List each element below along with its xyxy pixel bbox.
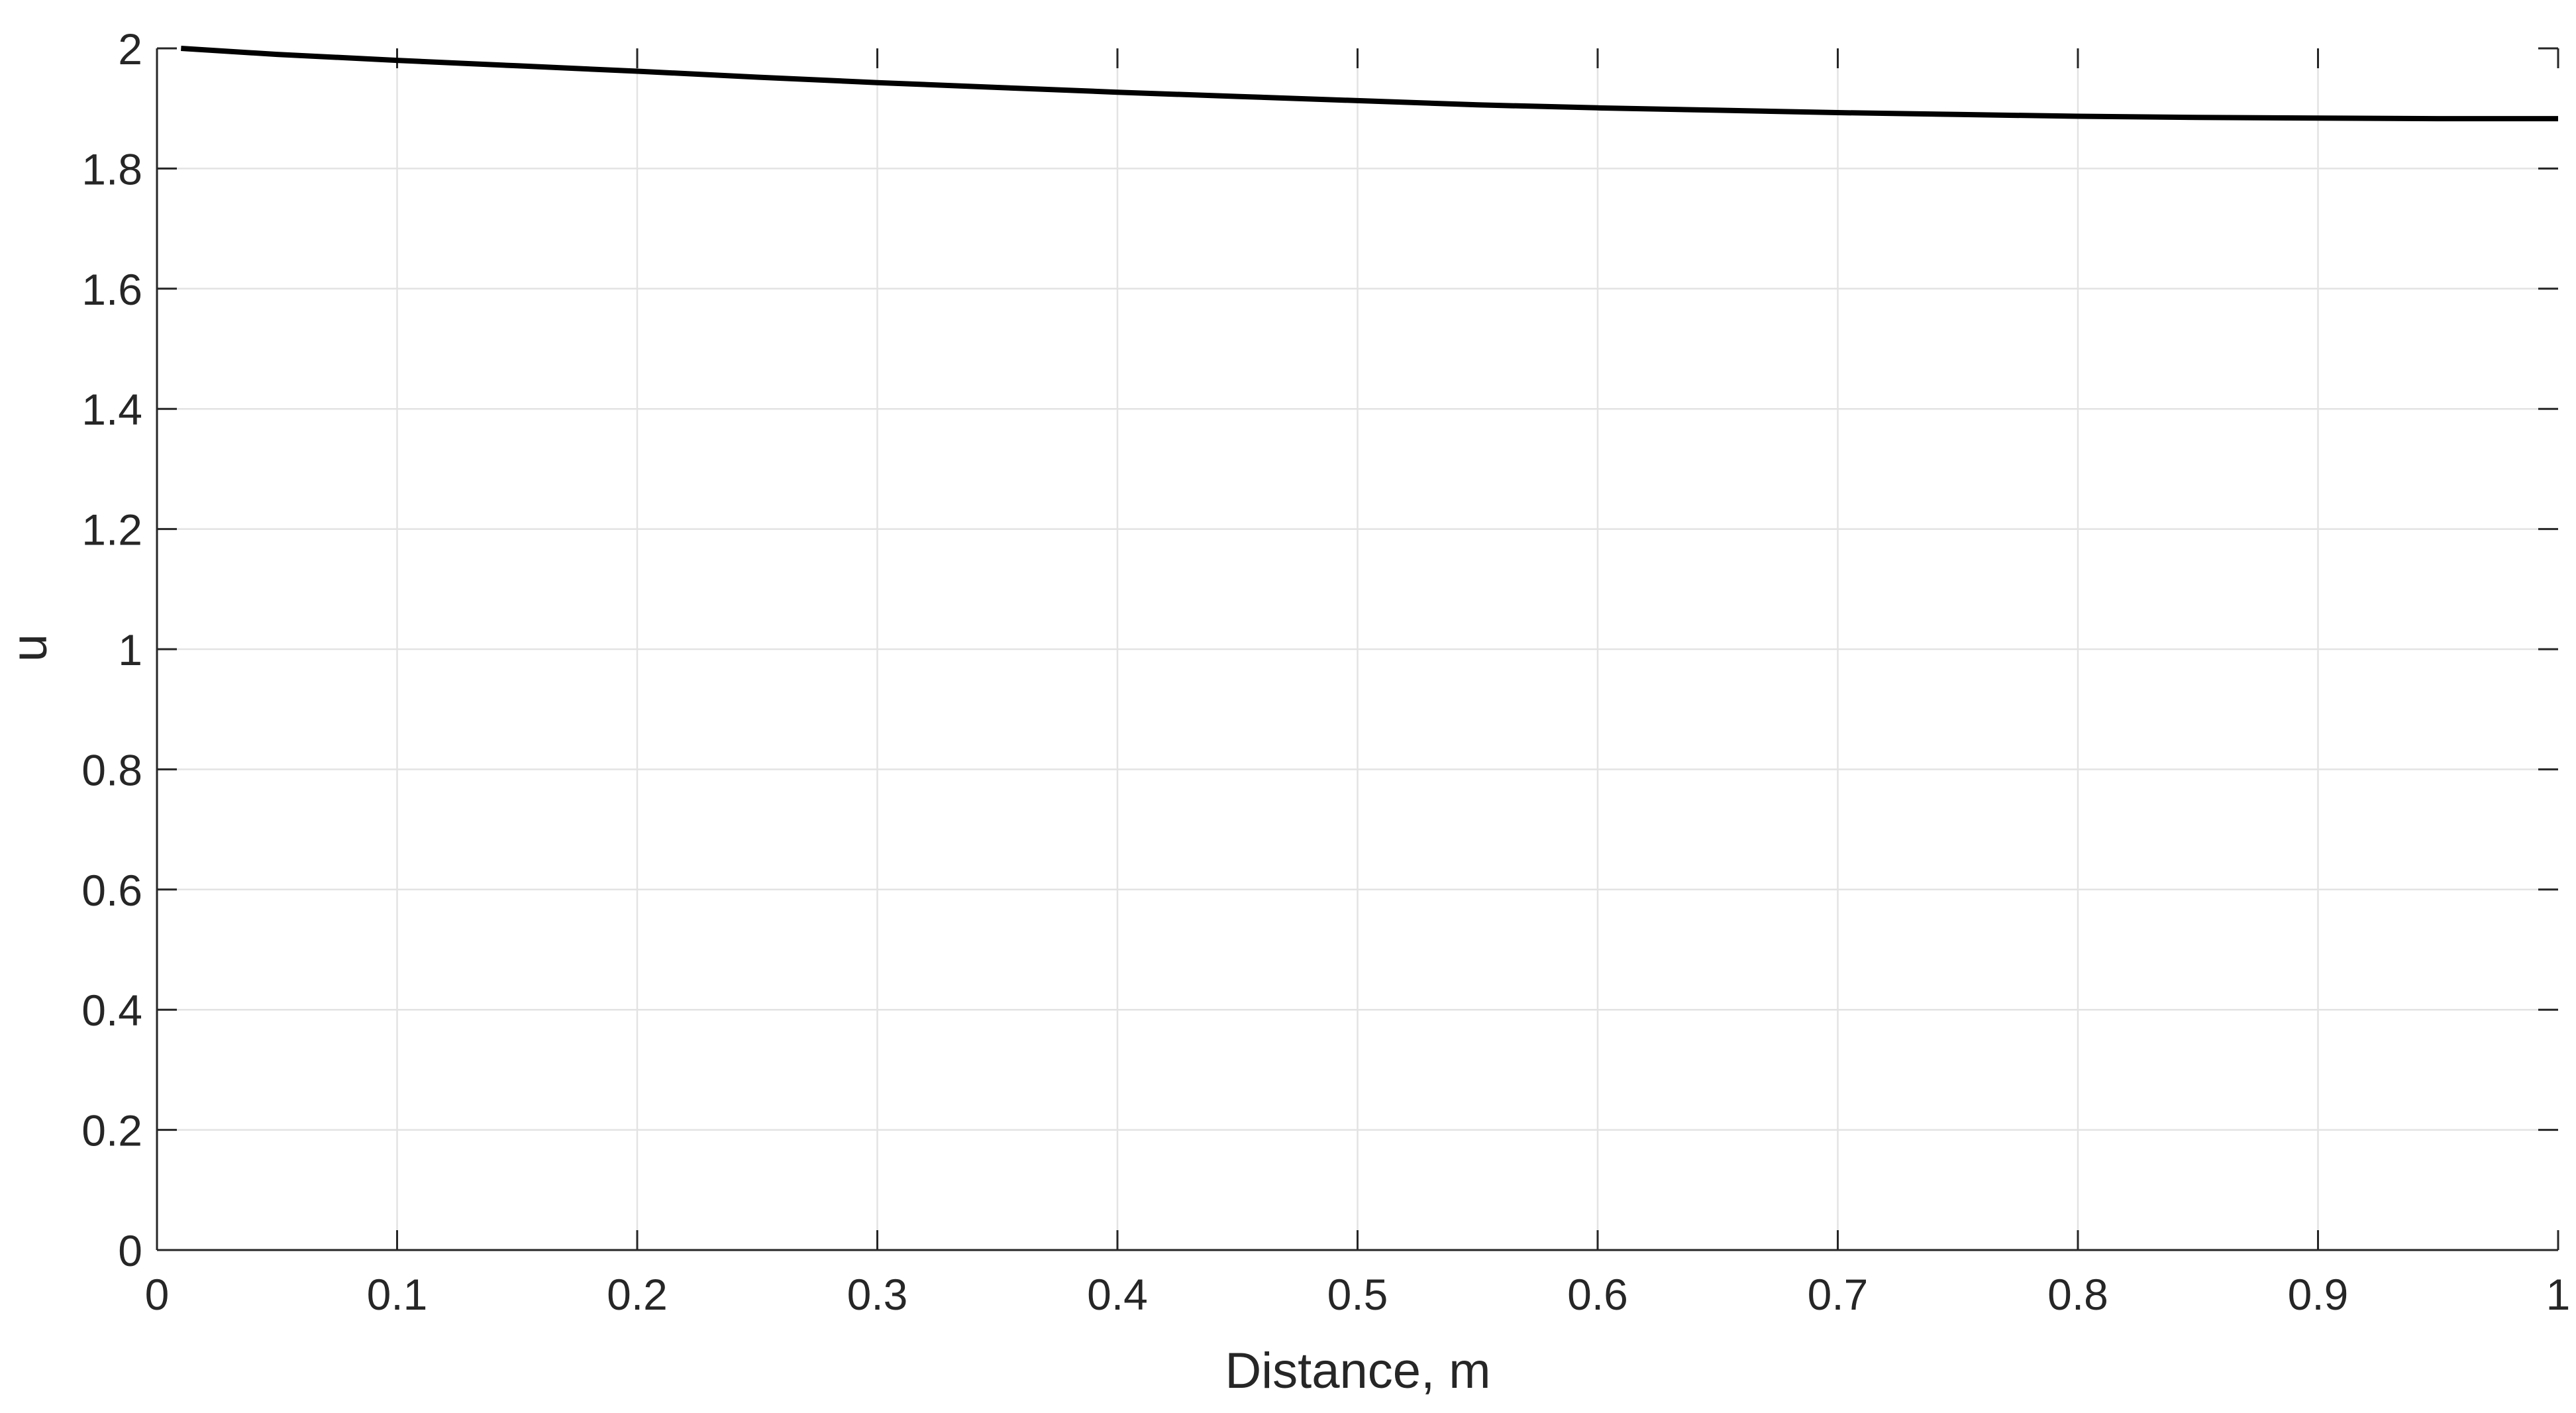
x-tick-label: 0.3 (847, 1270, 908, 1319)
y-tick-label: 1 (118, 625, 142, 674)
y-tick-label: 0.4 (81, 986, 142, 1035)
y-tick-labels: 0 0.2 0.4 0.6 0.8 1 1.2 1.4 1.6 1.8 2 (81, 25, 142, 1275)
x-tick-label: 0.7 (1808, 1270, 1869, 1319)
y-tick-label: 0.2 (81, 1106, 142, 1155)
x-tick-label: 0.1 (367, 1270, 428, 1319)
y-tick-label: 1.6 (81, 265, 142, 314)
series-layer (181, 46, 2558, 122)
y-tick-label: 0 (118, 1226, 142, 1275)
x-tick-label: 0.2 (607, 1270, 668, 1319)
x-tick-label: 0.8 (2047, 1270, 2108, 1319)
x-tick-label: 0 (145, 1270, 170, 1319)
x-tick-label: 0.6 (1567, 1270, 1628, 1319)
x-tick-labels: 0 0.1 0.2 0.3 0.4 0.5 0.6 0.7 0.8 0.9 1 (145, 1270, 2571, 1319)
x-tick-label: 0.4 (1087, 1270, 1148, 1319)
y-tick-label: 1.4 (81, 385, 142, 434)
y-tick-label: 0.8 (81, 745, 142, 794)
y-tick-label: 1.8 (81, 144, 142, 193)
x-axis-label: Distance, m (1225, 1343, 1490, 1399)
y-tick-label: 0.6 (81, 866, 142, 915)
x-tick-label: 0.5 (1327, 1270, 1388, 1319)
y-tick-label: 2 (118, 25, 142, 74)
series-line (181, 46, 2558, 122)
grid-lines (157, 48, 2558, 1250)
y-axis-label: u (1, 634, 58, 662)
x-tick-label: 1 (2546, 1270, 2571, 1319)
x-tick-label: 0.9 (2288, 1270, 2349, 1319)
axes (156, 47, 2559, 1251)
y-tick-label: 1.2 (81, 505, 142, 554)
